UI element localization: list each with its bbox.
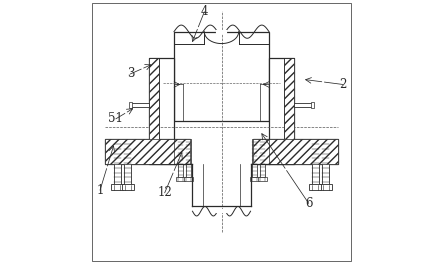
Bar (149, 58, 174, 164)
Text: 12: 12 (157, 186, 172, 199)
Bar (105, 139, 190, 164)
Bar (250, 177, 259, 181)
Bar (284, 58, 294, 164)
Bar (269, 58, 294, 164)
Bar (311, 102, 315, 108)
Text: 4: 4 (201, 5, 208, 18)
Bar (252, 139, 257, 177)
Bar (184, 177, 193, 181)
Bar (114, 139, 120, 185)
Text: 2: 2 (339, 78, 346, 91)
Bar (128, 102, 132, 108)
Bar (320, 184, 332, 190)
Bar (124, 139, 131, 185)
Bar (174, 32, 269, 121)
Bar (176, 177, 185, 181)
Bar (186, 139, 191, 177)
Bar (294, 103, 313, 107)
Bar (253, 139, 338, 164)
Text: 1: 1 (97, 183, 104, 197)
Bar (111, 184, 123, 190)
Bar (312, 139, 319, 185)
Bar (149, 58, 159, 164)
Bar (323, 139, 329, 185)
Bar (258, 177, 267, 181)
Bar (260, 139, 265, 177)
Text: 3: 3 (127, 67, 134, 81)
Bar (253, 139, 338, 164)
Bar (105, 139, 190, 164)
Bar (130, 103, 149, 107)
Text: 51: 51 (109, 112, 123, 125)
Bar (178, 139, 183, 177)
Bar (309, 184, 321, 190)
Text: 6: 6 (305, 197, 312, 210)
Bar (122, 184, 134, 190)
